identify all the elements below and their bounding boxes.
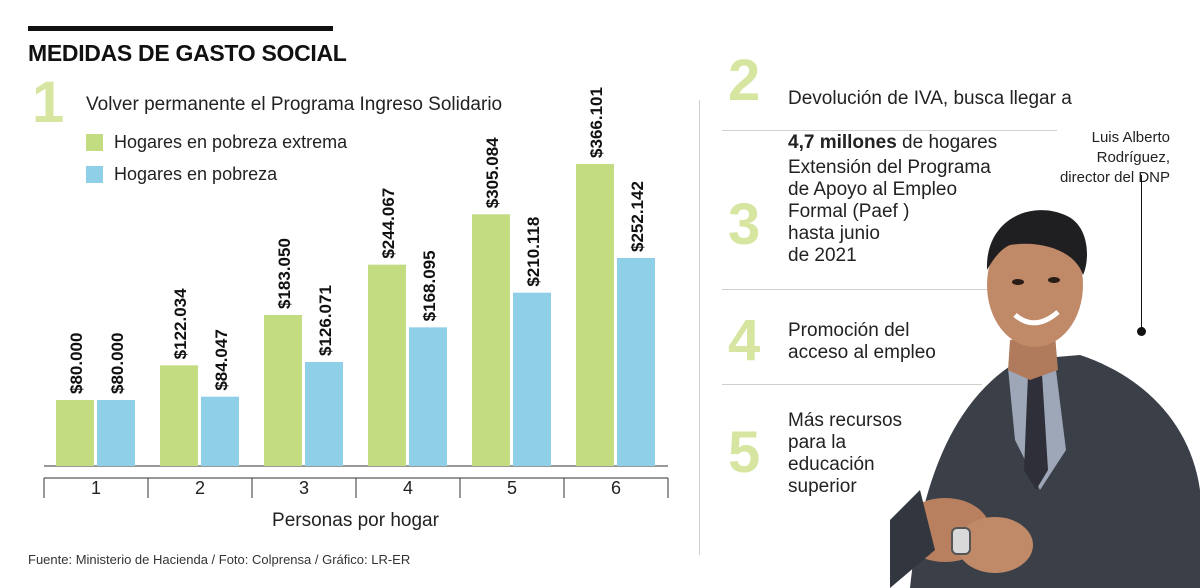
data-label: $84.047	[212, 329, 231, 390]
measure-4-text: Promoción del acceso al empleo	[788, 320, 936, 363]
legend-swatch-blue	[86, 166, 103, 183]
measure-2-bold: 4,7 millones	[788, 132, 897, 153]
data-label: $80.000	[108, 333, 127, 394]
measure-1-number: 1	[32, 70, 65, 135]
legend-label-poverty: Hogares en pobreza	[114, 164, 278, 184]
bar-extreme-1	[56, 400, 94, 466]
legend-item-poverty: Hogares en pobreza	[86, 164, 277, 185]
bar-poverty-6	[617, 257, 655, 466]
caption-leader-dot	[1137, 327, 1146, 336]
x-tick-label: 1	[91, 478, 101, 498]
x-tick-label: 3	[299, 478, 309, 498]
legend-swatch-green	[86, 134, 103, 151]
measure-3-number: 3	[728, 192, 761, 257]
data-label: $252.142	[628, 181, 647, 252]
bar-extreme-5	[472, 214, 510, 466]
data-label: $210.118	[524, 217, 543, 287]
data-label: $80.000	[67, 333, 86, 394]
official-portrait	[890, 210, 1200, 588]
measure-1-text: Volver permanente el Programa Ingreso So…	[86, 94, 503, 115]
caption-leader-line	[1141, 175, 1142, 330]
divider-2	[722, 130, 1057, 131]
bar-extreme-6	[576, 163, 614, 466]
column-divider	[699, 100, 700, 555]
measure-4-number: 4	[728, 308, 761, 373]
source-note: Fuente: Ministerio de Hacienda / Foto: C…	[28, 552, 411, 567]
data-label: $305.084	[483, 137, 502, 208]
data-label: $168.095	[420, 250, 439, 321]
bar-poverty-4	[409, 327, 447, 466]
data-label: $244.067	[379, 188, 398, 259]
measure-2-rest: de hogares	[896, 132, 998, 153]
bar-poverty-3	[305, 361, 343, 466]
bar-poverty-1	[97, 400, 135, 466]
x-axis-label: Personas por hogar	[272, 510, 439, 531]
title-rule	[28, 26, 333, 31]
measure-2-line1: Devolución de IVA, busca llegar a	[788, 88, 1072, 109]
x-tick-label: 6	[611, 478, 621, 498]
bar-chart: $80.000 $80.000 1 $122.034 $84.047 2 $183.050 $…	[43, 87, 669, 498]
bar-extreme-4	[368, 264, 406, 466]
measure-5-number: 5	[728, 420, 761, 485]
x-tick-label: 5	[507, 478, 517, 498]
data-label: $126.071	[316, 285, 335, 356]
data-label: $183.050	[275, 238, 294, 309]
photo-caption: Luis Alberto Rodríguez, director del DNP	[1059, 129, 1170, 186]
divider-4	[722, 384, 982, 385]
bar-extreme-2	[160, 365, 198, 466]
divider-3	[722, 289, 987, 290]
measure-2-number: 2	[728, 48, 761, 113]
legend-item-extreme-poverty: Hogares en pobreza extrema	[86, 132, 347, 153]
measure-2-text: Devolución de IVA, busca llegar a 4,7 mi…	[788, 66, 1072, 154]
page-title: MEDIDAS DE GASTO SOCIAL	[28, 40, 347, 66]
bar-poverty-5	[513, 292, 551, 466]
data-label: $122.034	[171, 288, 190, 359]
measure-5-text: Más recursos para la educación superior	[788, 410, 903, 497]
bar-poverty-2	[201, 396, 239, 466]
x-tick-label: 4	[403, 478, 413, 498]
measure-3-text: Extensión del Programa de Apoyo al Emple…	[788, 157, 991, 266]
legend-label-extreme-poverty: Hogares en pobreza extrema	[114, 132, 348, 152]
x-tick-label: 2	[195, 478, 205, 498]
bar-extreme-3	[264, 314, 302, 466]
data-label: $366.101	[587, 87, 606, 158]
